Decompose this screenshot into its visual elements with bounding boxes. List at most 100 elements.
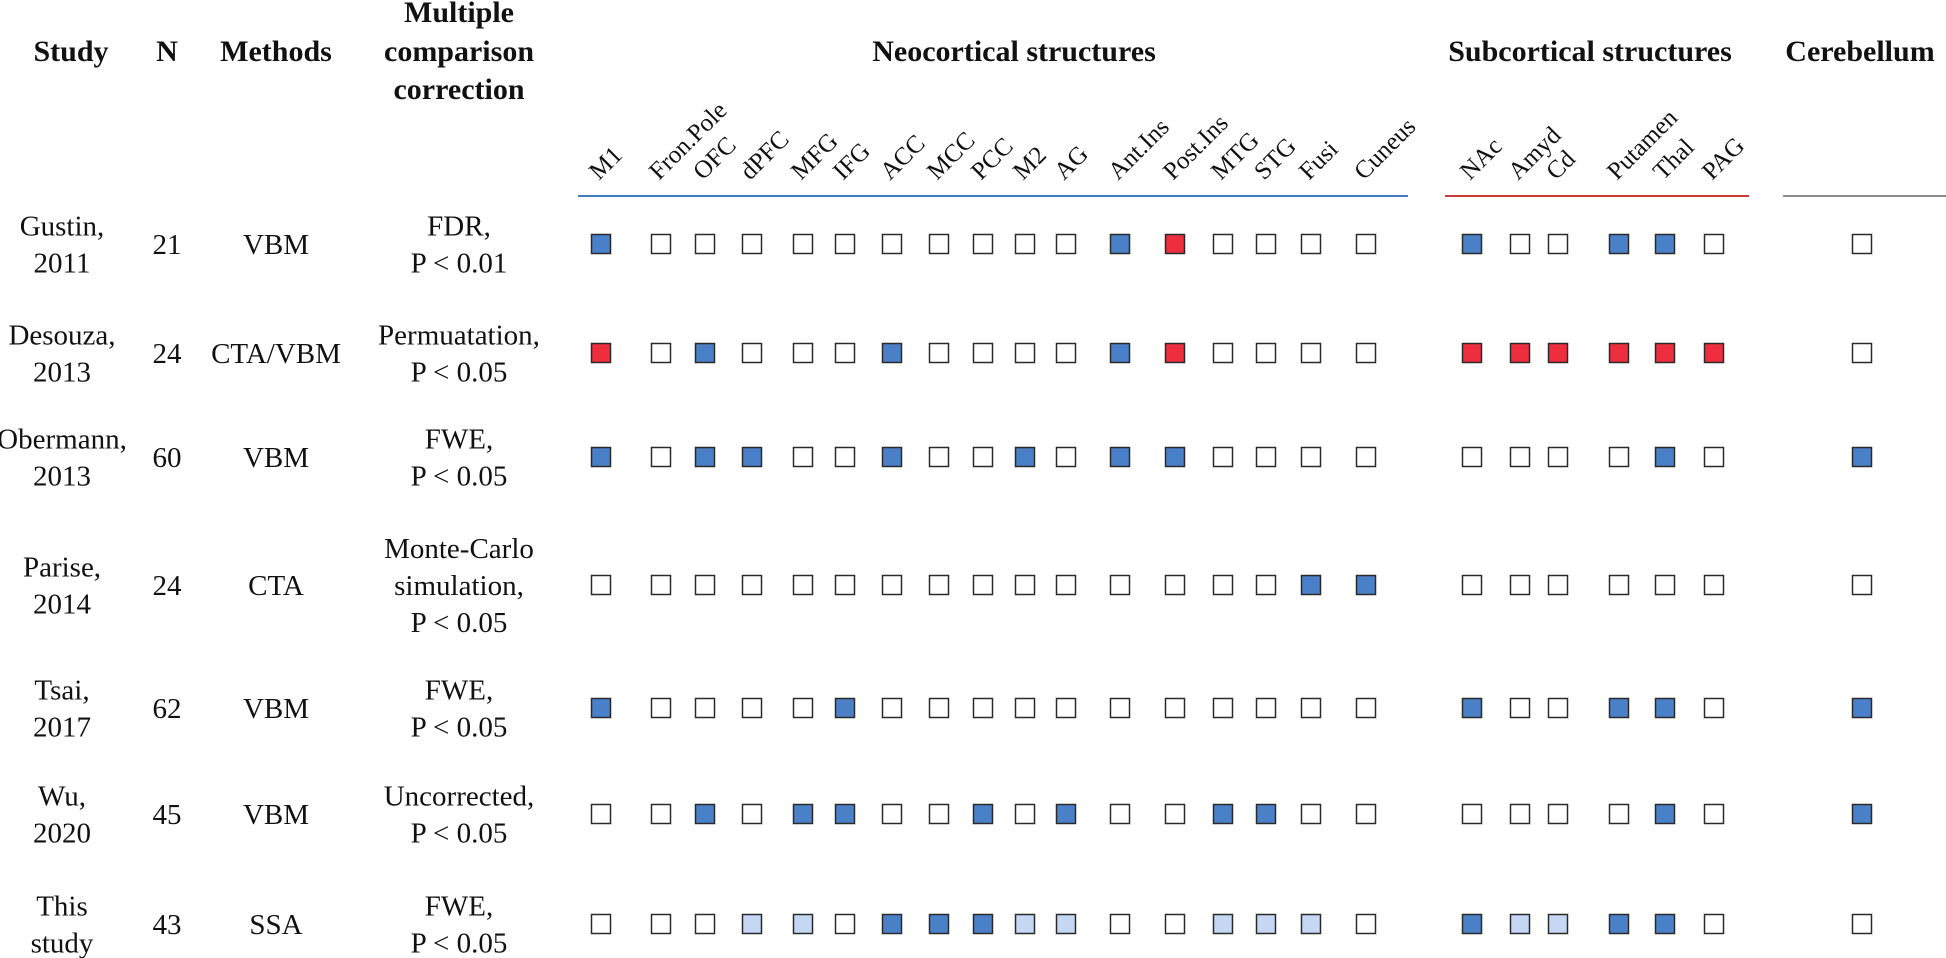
table-row: Gustin, 2011 21 VBM FDR, P < 0.01 — [20, 211, 1873, 280]
method: VBM — [243, 442, 309, 474]
correction: Monte-Carlo — [384, 533, 534, 565]
neocortical-cell — [741, 913, 763, 935]
subcortical-cell — [1509, 233, 1531, 255]
neocortical-cell — [928, 574, 950, 596]
neocortical-cell — [972, 697, 994, 719]
neocortical-cell — [741, 574, 763, 596]
neocortical-cell — [881, 574, 903, 596]
study-name: Gustin, — [20, 211, 105, 243]
sample-size: 24 — [153, 338, 183, 370]
neocortical-cell — [1255, 574, 1277, 596]
neocortical-cell — [1255, 803, 1277, 825]
neocortical-cell — [1055, 574, 1077, 596]
table-row: Obermann, 2013 60 VBM FWE, P < 0.05 — [0, 424, 1873, 493]
neocortical-cell — [1300, 574, 1322, 596]
study-name: 2013 — [33, 357, 91, 389]
study-name: Parise, — [23, 552, 101, 584]
neocortical-cell — [590, 233, 612, 255]
header-methods: Methods — [220, 35, 332, 68]
neocortical-cell — [694, 697, 716, 719]
neocortical-cell — [834, 342, 856, 364]
correction: P < 0.05 — [411, 928, 508, 958]
subcortical-cell — [1547, 913, 1569, 935]
study-name: Desouza, — [8, 320, 115, 352]
neocortical-cell — [928, 446, 950, 468]
subcortical-cell — [1509, 342, 1531, 364]
subcortical-cell — [1509, 913, 1531, 935]
subcortical-cell — [1654, 697, 1676, 719]
table-row: Desouza, 2013 24 CTA/VBM Permuatation, P < 0.… — [8, 320, 1873, 389]
neocortical-cell — [1055, 446, 1077, 468]
neocortical-cell — [1014, 913, 1036, 935]
region-label: Fusi — [1294, 136, 1344, 186]
cerebellum-cell — [1851, 803, 1873, 825]
subcortical-cell — [1608, 697, 1630, 719]
header-cerebellum: Cerebellum — [1785, 35, 1934, 68]
neocortical-cell — [590, 803, 612, 825]
region-label: MCC — [922, 127, 980, 185]
cerebellum-cell — [1851, 697, 1873, 719]
subcortical-cell — [1654, 913, 1676, 935]
neocortical-cell — [650, 233, 672, 255]
cerebellum-cell — [1851, 446, 1873, 468]
subcortical-cell — [1608, 913, 1630, 935]
subcortical-cell — [1654, 574, 1676, 596]
neocortical-cell — [1055, 697, 1077, 719]
neocortical-cell — [1014, 803, 1036, 825]
correction: Uncorrected, — [384, 781, 535, 813]
neocortical-cell — [1212, 446, 1234, 468]
neocortical-cell — [1164, 446, 1186, 468]
cerebellum-cell — [1851, 342, 1873, 364]
study-name: Wu, — [38, 781, 86, 813]
neocortical-cell — [834, 913, 856, 935]
neocortical-cell — [792, 446, 814, 468]
neocortical-cell — [741, 697, 763, 719]
subcortical-cell — [1461, 803, 1483, 825]
neocortical-cell — [741, 342, 763, 364]
neocortical-cell — [1300, 697, 1322, 719]
neocortical-cell — [1255, 446, 1277, 468]
table-row: Parise, 2014 24 CTA Monte-Carlo simulation, P … — [23, 533, 1873, 639]
neocortical-cell — [1255, 233, 1277, 255]
neocortical-cell — [1014, 574, 1036, 596]
sample-size: 62 — [153, 693, 182, 725]
header-correction-line-1: Multiple — [404, 0, 514, 29]
neocortical-cell — [1355, 446, 1377, 468]
neocortical-cell — [1055, 913, 1077, 935]
correction: FWE, — [425, 675, 493, 707]
neocortical-cell — [1255, 913, 1277, 935]
neocortical-cell — [792, 233, 814, 255]
subcortical-cell — [1703, 342, 1725, 364]
subcortical-cell — [1608, 574, 1630, 596]
neocortical-cell — [1255, 342, 1277, 364]
neocortical-cell — [792, 913, 814, 935]
subcortical-cell — [1461, 574, 1483, 596]
correction: simulation, — [394, 570, 524, 602]
subcortical-cell — [1608, 803, 1630, 825]
subcortical-cell — [1703, 446, 1725, 468]
study-name: This — [36, 891, 88, 923]
study-name: study — [31, 928, 94, 958]
sample-size: 21 — [153, 229, 182, 261]
neocortical-cell — [741, 803, 763, 825]
neocortical-cell — [1300, 446, 1322, 468]
neocortical-cell — [881, 342, 903, 364]
neocortical-cell — [694, 803, 716, 825]
subcortical-cell — [1547, 574, 1569, 596]
subcortical-cell — [1547, 803, 1569, 825]
neocortical-cell — [1355, 342, 1377, 364]
neocortical-cell — [928, 233, 950, 255]
neocortical-cell — [1014, 342, 1036, 364]
neocortical-cell — [972, 342, 994, 364]
neocortical-cell — [972, 233, 994, 255]
neocortical-cell — [650, 342, 672, 364]
neocortical-cell — [1109, 233, 1131, 255]
neocortical-cell — [834, 803, 856, 825]
neocortical-cell — [1164, 913, 1186, 935]
correction: P < 0.05 — [411, 461, 508, 493]
subcortical-cell — [1654, 446, 1676, 468]
neocortical-cell — [881, 803, 903, 825]
study-rows: Gustin, 2011 21 VBM FDR, P < 0.01 Desouza, 2013… — [0, 211, 1873, 958]
neocortical-cell — [1212, 233, 1234, 255]
